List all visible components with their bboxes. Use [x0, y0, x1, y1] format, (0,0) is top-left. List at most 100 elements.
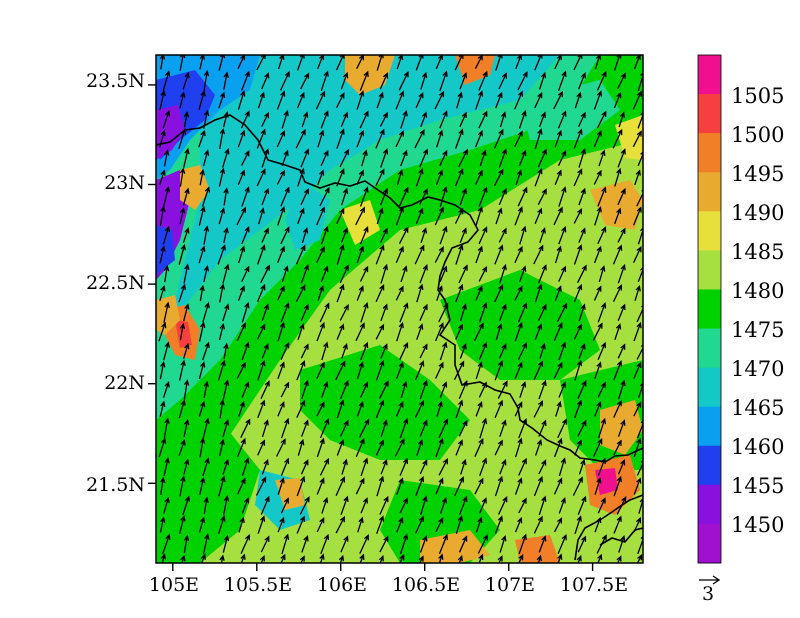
- wind-arrow-297: [598, 265, 606, 283]
- wind-arrow-228: [223, 226, 229, 244]
- wind-arrow-625: [162, 533, 171, 555]
- wind-arrow-246: [578, 227, 586, 243]
- wind-arrow-476: [183, 418, 190, 438]
- wind-arrow-110: [356, 129, 365, 148]
- wind-arrow-329: [241, 301, 250, 323]
- wind-arrow-105: [256, 128, 266, 149]
- wind-arrow-409: [335, 360, 346, 381]
- wind-arrow-388: [419, 343, 428, 359]
- wind-arrow-108: [317, 129, 325, 148]
- wind-arrow-473: [613, 399, 622, 418]
- wind-arrow-13: [415, 55, 424, 71]
- wind-arrow-7: [296, 55, 305, 71]
- wind-arrow-414: [435, 361, 444, 379]
- wind-arrow-532: [300, 459, 309, 475]
- wind-arrow-514: [435, 437, 444, 458]
- wind-arrow-262: [395, 245, 404, 264]
- wind-arrow-550: [159, 476, 166, 496]
- wind-arrow-466: [475, 401, 483, 417]
- colorbar-box-4: [698, 211, 721, 251]
- wind-arrow-457: [296, 399, 306, 418]
- wind-arrow-468: [514, 401, 523, 417]
- wind-arrow-57: [296, 91, 305, 109]
- wind-arrow-332: [300, 303, 309, 321]
- wind-arrow-374: [633, 321, 642, 342]
- wind-arrow-562: [396, 477, 404, 495]
- colorbar-box-10: [698, 445, 721, 486]
- wind-arrow-276: [183, 263, 190, 284]
- contour-region-13: [285, 180, 330, 250]
- wind-arrow-78: [222, 111, 229, 128]
- wind-arrow-318: [514, 285, 523, 301]
- wind-arrow-460: [356, 401, 364, 417]
- wind-arrow-63: [415, 91, 424, 109]
- contour-fill-layer: [156, 55, 643, 563]
- wind-arrow-148: [617, 148, 626, 168]
- wind-arrow-140: [458, 148, 468, 168]
- wind-arrow-622: [594, 516, 602, 533]
- wind-arrow-534: [341, 458, 348, 475]
- x-tick-label-0: 105E: [149, 574, 199, 596]
- colorbar-label-1505: 1505: [731, 84, 784, 108]
- wind-arrow-446: [577, 380, 587, 400]
- wind-arrow-280: [260, 264, 270, 284]
- wind-arrow-174: [634, 169, 641, 186]
- colorbar-label-1490: 1490: [731, 201, 784, 225]
- wind-arrow-626: [183, 534, 190, 554]
- wind-arrow-454: [238, 400, 245, 417]
- wind-arrow-49: [637, 71, 643, 92]
- wind-arrow-594: [538, 495, 547, 516]
- wind-arrow-48: [617, 72, 626, 90]
- wind-arrow-366: [474, 322, 484, 341]
- wind-arrow-227: [203, 225, 210, 245]
- wind-arrow-257: [295, 244, 306, 265]
- wind-arrow-314: [436, 285, 443, 301]
- wind-arrow-296: [577, 264, 587, 284]
- wind-arrow-598: [616, 496, 627, 515]
- wind-arrow-299: [637, 266, 643, 283]
- wind-arrow-442: [497, 380, 508, 399]
- wind-arrow-607: [296, 515, 306, 534]
- wind-arrow-379: [241, 341, 250, 361]
- wind-arrow-423: [613, 360, 623, 381]
- wind-arrow-413: [414, 360, 425, 381]
- wind-arrow-91: [478, 110, 488, 129]
- wind-arrow-308: [317, 285, 325, 301]
- wind-arrow-58: [315, 90, 326, 110]
- wind-arrow-343: [517, 302, 528, 323]
- plot-area: [155, 54, 644, 564]
- wind-arrow-311: [375, 284, 385, 303]
- wind-arrow-469: [533, 400, 543, 418]
- wind-arrow-640: [458, 535, 468, 553]
- wind-arrow-312: [395, 285, 404, 301]
- wind-arrow-597: [597, 497, 606, 514]
- wind-arrow-24: [633, 55, 641, 70]
- wind-arrow-653: [219, 554, 225, 563]
- wind-arrow-126: [183, 147, 190, 168]
- wind-arrow-203: [218, 207, 226, 225]
- wind-arrow-664: [438, 553, 444, 563]
- wind-arrow-56: [276, 90, 286, 110]
- wind-arrow-637: [399, 533, 409, 555]
- wind-arrow-201: [179, 207, 186, 225]
- wind-arrow-417: [494, 359, 504, 381]
- wind-arrow-495: [557, 418, 567, 439]
- wind-arrow-555: [255, 476, 267, 496]
- colorbar-label-1470: 1470: [731, 357, 784, 381]
- wind-arrow-452: [198, 400, 206, 417]
- wind-arrow-274: [633, 245, 642, 263]
- wind-arrow-41: [478, 70, 488, 91]
- wind-arrow-170: [554, 169, 562, 186]
- wind-arrow-301: [178, 283, 186, 303]
- wind-arrow-88: [420, 111, 428, 128]
- wind-arrow-183: [319, 186, 330, 207]
- wind-arrow-451: [178, 399, 186, 419]
- wind-arrow-635: [359, 534, 369, 554]
- wind-arrow-40: [459, 72, 468, 90]
- contour-region-28: [340, 200, 380, 245]
- wind-arrow-113: [414, 128, 425, 149]
- wind-arrow-272: [593, 245, 602, 264]
- wind-arrow-173: [614, 167, 622, 187]
- wind-arrow-169: [534, 167, 543, 187]
- wind-arrow-191: [478, 186, 488, 207]
